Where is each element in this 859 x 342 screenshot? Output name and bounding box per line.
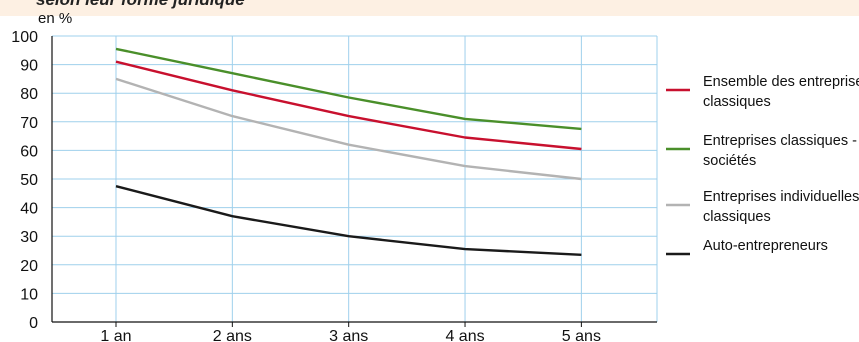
y-tick-label: 100 (11, 29, 38, 46)
legend-label: classiques (703, 94, 771, 110)
legend-label: Entreprises individuelles (703, 189, 859, 205)
y-tick-label: 50 (20, 172, 38, 189)
x-tick-label: 5 ans (562, 328, 601, 342)
y-tick-label: 10 (20, 286, 38, 303)
legend-label: sociétés (703, 153, 756, 169)
y-tick-label: 80 (20, 86, 38, 103)
x-tick-label: 3 ans (329, 328, 368, 342)
y-tick-label: 0 (29, 315, 38, 332)
y-unit-label: en % (38, 10, 72, 27)
series-line (115, 47, 582, 131)
y-tick-label: 40 (20, 201, 38, 218)
legend-label: classiques (703, 209, 771, 225)
legend-label: Ensemble des entreprises (703, 74, 859, 90)
y-tick-label: 90 (20, 58, 38, 75)
y-tick-label: 70 (20, 115, 38, 132)
x-tick-label: 4 ans (445, 328, 484, 342)
series-line (115, 185, 582, 256)
legend-label: Auto-entrepreneurs (703, 238, 828, 254)
x-tick-label: 1 an (100, 328, 131, 342)
series-line (115, 60, 582, 151)
title-band: selon leur forme juridique (0, 0, 859, 16)
y-tick-label: 30 (20, 229, 38, 246)
x-tick-label: 2 ans (213, 328, 252, 342)
chart-title: selon leur forme juridique (36, 0, 245, 10)
y-tick-label: 60 (20, 143, 38, 160)
series-line (115, 77, 582, 181)
y-tick-label: 20 (20, 258, 38, 275)
legend-label: Entreprises classiques - (703, 133, 857, 149)
